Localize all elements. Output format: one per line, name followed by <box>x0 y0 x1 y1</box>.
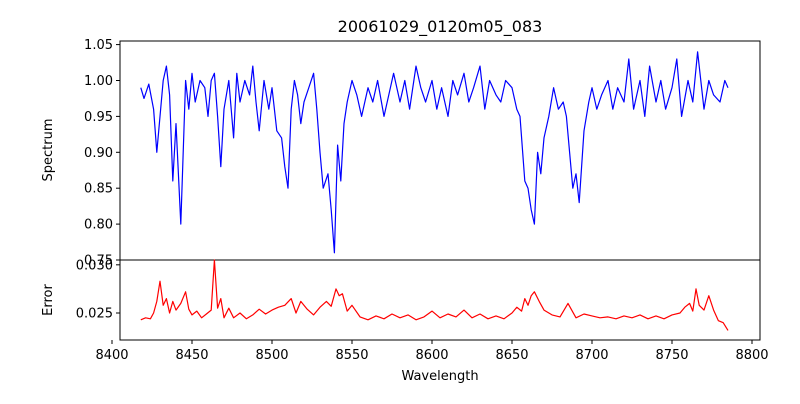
spectrum-series-line <box>140 51 729 254</box>
error-plot-frame <box>119 259 761 341</box>
spectrum-y-tick-label: 1.05 <box>84 38 113 53</box>
spectrum-y-tick-label: 0.85 <box>84 182 113 197</box>
error-y-tick-label: 0.030 <box>76 258 113 273</box>
x-tick-label: 8650 <box>495 348 528 363</box>
wavelength-x-axis: 8400 8450 8500 8550 8600 8650 8700 8750 8800 <box>95 340 769 363</box>
error-y-axis-label: Error <box>41 284 56 316</box>
spectrum-y-axis-label: Spectrum <box>41 119 56 182</box>
spectrum-y-tick-label: 0.80 <box>84 218 113 233</box>
x-tick-label: 8500 <box>255 348 288 363</box>
spectrum-y-tick-label: 1.00 <box>84 74 113 89</box>
chart-title: 20061029_0120m05_083 <box>338 17 543 37</box>
x-tick-label: 8750 <box>655 348 688 363</box>
spectrum-y-tick-label: 0.95 <box>84 110 113 125</box>
spectrum-panel: 0.75 0.80 0.85 0.90 0.95 1.00 1.05 Spectrum <box>41 38 761 269</box>
x-tick-label: 8700 <box>575 348 608 363</box>
x-tick-label: 8800 <box>735 348 768 363</box>
x-tick-label: 8550 <box>335 348 368 363</box>
x-tick-label: 8600 <box>415 348 448 363</box>
error-series-line <box>140 259 729 331</box>
spectrum-y-tick-label: 0.90 <box>84 146 113 161</box>
spectrum-y-axis: 0.75 0.80 0.85 0.90 0.95 1.00 1.05 <box>84 38 120 269</box>
x-tick-label: 8450 <box>175 348 208 363</box>
error-y-tick-label: 0.025 <box>76 307 113 322</box>
x-tick-label: 8400 <box>95 348 128 363</box>
error-y-axis: 0.025 0.030 <box>76 258 120 322</box>
x-axis-label: Wavelength <box>401 369 478 384</box>
spectrum-y-tick-label: 0.75 <box>84 254 113 269</box>
